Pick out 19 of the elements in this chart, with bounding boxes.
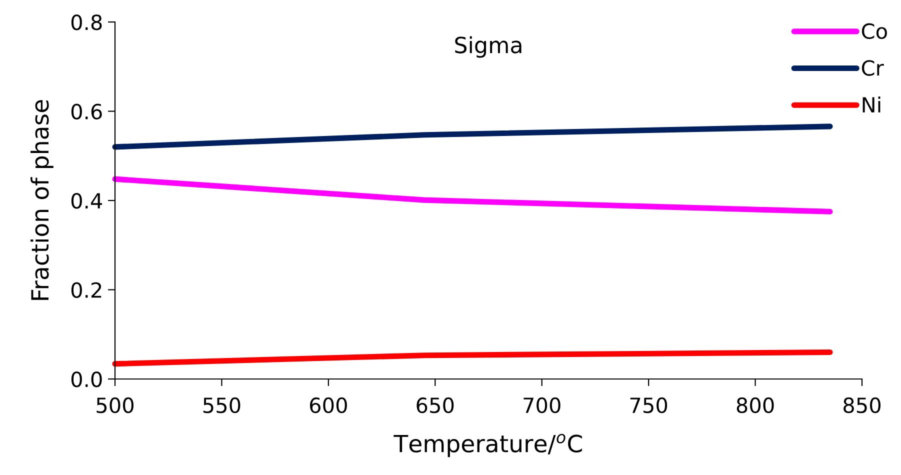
x-tick-label: 800 bbox=[736, 397, 774, 414]
x-tick-label: 700 bbox=[524, 397, 560, 414]
y-tick-label: 0.4 bbox=[71, 192, 102, 209]
y-tick-label: 0.6 bbox=[71, 104, 102, 120]
legend-label: Co bbox=[862, 23, 887, 40]
y-axis-title: Fraction of phase bbox=[30, 100, 54, 300]
legend-label: Cr bbox=[862, 60, 884, 76]
x-tick-label: 600 bbox=[310, 397, 347, 414]
y-tick-label: 0.8 bbox=[71, 14, 102, 30]
x-axis-title: Temperature/$^{o}$C bbox=[394, 434, 582, 458]
x-tick-label: 850 bbox=[844, 397, 880, 414]
x-tick-label: 550 bbox=[203, 397, 240, 414]
x-tick-label: 500 bbox=[96, 397, 134, 414]
x-tick-label: 650 bbox=[416, 397, 454, 414]
legend-label: Ni bbox=[862, 96, 880, 112]
x-tick-label: 750 bbox=[630, 397, 668, 414]
y-tick-label: 0.2 bbox=[71, 282, 102, 298]
text: Sigma bbox=[455, 36, 522, 58]
y-tick-label: 0.0 bbox=[71, 371, 102, 388]
